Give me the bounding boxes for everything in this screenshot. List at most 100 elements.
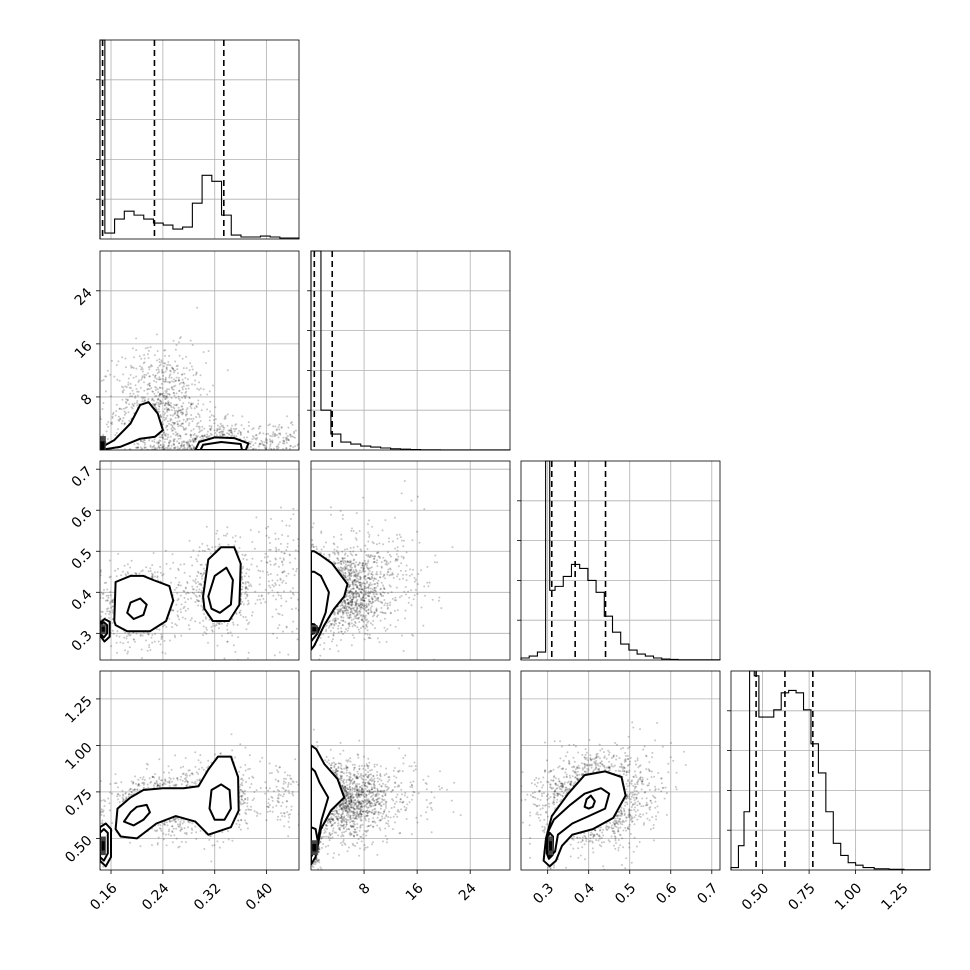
scatter-point (300, 526, 302, 528)
scatter-point (262, 597, 265, 600)
scatter-point (259, 442, 262, 445)
scatter-point (191, 368, 194, 371)
scatter-point (270, 448, 273, 450)
scatter-point (178, 379, 181, 382)
scatter-point (158, 441, 160, 444)
scatter-point (272, 447, 275, 450)
scatter-point (165, 833, 167, 836)
scatter-point (141, 375, 144, 378)
scatter-point (165, 562, 168, 565)
scatter-point (190, 827, 193, 830)
scatter-point (157, 403, 160, 406)
scatter-point (226, 413, 229, 416)
y-tick-label: 16 (72, 338, 96, 362)
scatter-point (143, 373, 146, 376)
scatter-point (164, 823, 167, 826)
histogram-panel-0 (96, 39, 300, 240)
scatter-point (193, 447, 196, 450)
scatter-point (196, 306, 199, 309)
scatter-point (181, 357, 184, 360)
scatter-point (267, 525, 270, 528)
scatter-point (162, 395, 165, 397)
scatter-point (194, 373, 197, 376)
scatter-point (166, 414, 169, 417)
scatter-point (125, 398, 128, 401)
scatter-point (173, 407, 176, 410)
scatter-point (176, 368, 179, 371)
scatter-point (250, 783, 253, 785)
scatter-point (156, 785, 159, 788)
scatter-point (170, 444, 173, 447)
scatter-point (192, 439, 195, 442)
scatter-point (154, 829, 156, 832)
scatter-point (202, 351, 205, 354)
scatter-point (151, 446, 154, 449)
scatter-point (259, 576, 262, 579)
scatter-point (116, 630, 119, 633)
scatter-point (158, 394, 161, 397)
scatter-point (176, 777, 179, 780)
scatter-point (288, 439, 290, 442)
scatter-point (285, 438, 288, 441)
scatter-point (191, 591, 194, 594)
scatter-point (162, 573, 165, 576)
scatter-point (182, 447, 184, 450)
scatter-point (193, 407, 196, 410)
scatter-point (176, 446, 179, 448)
scatter-point (159, 827, 162, 830)
scatter-point (198, 431, 201, 434)
scatter-point (162, 448, 165, 450)
scatter-point (218, 622, 220, 625)
scatter-point (176, 410, 179, 413)
scatter-point (115, 575, 118, 578)
scatter-point (281, 571, 284, 574)
scatter-point (294, 429, 297, 432)
scatter-point (161, 421, 164, 424)
scatter-point (277, 443, 280, 446)
scatter-point (181, 373, 184, 376)
scatter-point (142, 781, 145, 784)
scatter-point (266, 571, 269, 574)
scatter-point (247, 421, 250, 424)
scatter-point (132, 392, 135, 395)
scatter-point (171, 367, 174, 370)
scatter-point (280, 426, 283, 429)
scatter-point (141, 368, 144, 371)
scatter-point (154, 448, 157, 450)
scatter-point (123, 636, 126, 639)
scatter-point (256, 437, 259, 439)
scatter-point (167, 407, 170, 410)
scatter-point (195, 831, 198, 834)
histogram-panel-2 (517, 460, 721, 661)
scatter-point (164, 412, 167, 415)
scatter-point (246, 588, 249, 591)
histogram-panel-3: 0.50 0.75 1.00 1.25 (727, 670, 931, 914)
scatter-point (136, 788, 139, 791)
scatter-point (134, 775, 137, 778)
scatter-point (207, 641, 209, 644)
scatter-point (123, 423, 126, 426)
scatter-point (155, 333, 158, 336)
scatter-point (218, 623, 221, 625)
scatter-point (134, 396, 137, 399)
scatter-point (104, 800, 107, 803)
scatter-point (128, 419, 131, 422)
scatter-point (151, 390, 154, 393)
scatter-point (182, 381, 185, 384)
scatter-point (190, 556, 193, 559)
scatter-point (127, 633, 130, 636)
scatter-point (188, 396, 191, 399)
scatter-point (168, 409, 171, 412)
scatter-point (151, 641, 154, 644)
scatter-point (218, 627, 220, 630)
scatter-point (179, 435, 182, 438)
scatter-point (285, 600, 288, 603)
scatter-point (265, 446, 268, 449)
scatter-point (148, 384, 151, 387)
scatter-point (191, 564, 194, 567)
scatter-point (100, 610, 103, 613)
scatter-point (139, 634, 142, 637)
scatter-point (178, 420, 181, 422)
scatter-point (221, 433, 224, 436)
scatter-point (278, 441, 281, 444)
